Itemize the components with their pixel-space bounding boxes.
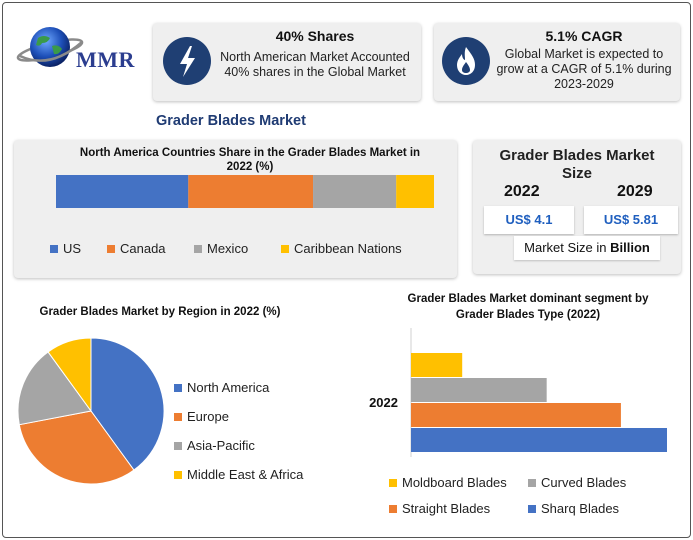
country-share-legend-swatch [281,244,289,253]
country-share-legend-swatch [50,244,58,253]
segment-bar-sharq-blades [411,428,667,452]
market-size-unit-prefix: Market Size in [524,240,611,255]
region-pie-chart [17,337,165,485]
brand-logo-text: MMR [76,47,135,72]
brand-logo: MMR [14,20,149,80]
region-pie-legend-swatch [174,383,182,392]
region-pie-legend-label: Middle East & Africa [187,467,304,482]
segment-legend-straight-blades: Straight Blades [389,501,490,516]
country-share-chart [56,175,434,208]
segment-category-label: 2022 [369,395,398,410]
segment-legend-moldboard-blades: Moldboard Blades [389,475,507,490]
market-size-unit: Market Size in Billion [514,236,660,260]
segment-bar-chart: 2022 [369,328,667,457]
region-pie-legend-label: Asia-Pacific [187,438,255,453]
stat-card-shares-body: North American Market Accounted 40% shar… [220,50,410,79]
country-share-legend-us: US [50,241,81,256]
segment-legend-curved-blades: Curved Blades [528,475,626,490]
segment-legend-swatch [528,504,536,513]
country-share-legend-label: Mexico [207,241,249,256]
lightning-icon [180,46,195,77]
country-share-legend-mexico: Mexico [194,241,248,256]
market-size-value-2029: US$ 5.81 [584,206,678,234]
region-pie-title: Grader Blades Market by Region in 2022 (… [39,306,281,318]
market-size-value-2022: US$ 4.1 [484,206,574,234]
segment-legend-swatch [389,478,397,487]
section-title: Grader Blades Market [156,113,306,129]
flame-icon [457,47,475,75]
stacked-bar-segment-us [56,175,189,208]
globe-logo-icon [16,27,84,67]
market-size-year-2022: 2022 [504,183,540,200]
region-pie-legend-europe: Europe [174,409,229,424]
region-pie-legend-swatch [174,470,182,479]
region-pie-legend-middle-east-africa: Middle East & Africa [174,467,303,482]
segment-bar-straight-blades [411,403,621,427]
country-share-legend-label: Canada [120,241,166,256]
segment-legend-label: Moldboard Blades [402,475,507,490]
pie-slice-asia-pacific [17,351,92,426]
pie-slice-europe [18,410,135,485]
region-pie-legend-asia-pacific: Asia-Pacific [174,438,255,453]
stat-card-cagr-body: Global Market is expected to grow at a C… [496,47,672,91]
market-size-unit-bold: Billion [610,240,650,255]
segment-chart-title: Grader Blades Market dominant segment by… [407,293,649,321]
country-share-legend-canada: Canada [107,241,166,256]
segment-legend-label: Sharq Blades [541,501,620,516]
stat-card-shares-title: 40% Shares [275,28,355,44]
stat-card-cagr-icon-circle [442,37,490,85]
segment-bar-moldboard-blades [411,353,463,377]
region-pie-legend-label: Europe [187,409,229,424]
region-pie-legend-north-america: North America [174,380,269,395]
country-share-card [14,140,457,278]
segment-legend-swatch [528,478,536,487]
stat-card-cagr: 5.1% CAGR Global Market is expected to g… [434,23,680,101]
market-size-title: Grader Blades Market Size [499,147,655,182]
country-share-legend-swatch [107,244,115,253]
stacked-bar-segment-canada [188,175,314,208]
stacked-bar-segment-mexico [313,175,397,208]
country-share-legend-label: US [63,241,82,256]
region-pie-legend-swatch [174,441,182,450]
segment-legend-sharq-blades: Sharq Blades [528,501,619,516]
pie-slice-north-america [90,337,165,471]
segment-legend-swatch [389,504,397,513]
segment-legend-label: Curved Blades [541,475,627,490]
region-pie-legend-swatch [174,412,182,421]
market-size-year-2029: 2029 [617,183,653,200]
stat-card-shares-icon-circle [163,37,211,85]
country-share-legend-caribbean-nations: Caribbean Nations [281,241,402,256]
country-share-legend-label: Caribbean Nations [294,241,402,256]
region-pie-legend-label: North America [187,380,270,395]
pie-slice-middle-east-africa [47,337,92,413]
country-share-chart-title: North America Countries Share in the Gra… [79,147,421,173]
segment-legend-label: Straight Blades [402,501,491,516]
stat-card-shares: 40% Shares North American Market Account… [153,23,421,101]
segment-bar-curved-blades [411,378,547,402]
stat-card-cagr-title: 5.1% CAGR [545,28,623,44]
country-share-legend-swatch [194,244,202,253]
stacked-bar-segment-caribbean-nations [396,175,434,208]
